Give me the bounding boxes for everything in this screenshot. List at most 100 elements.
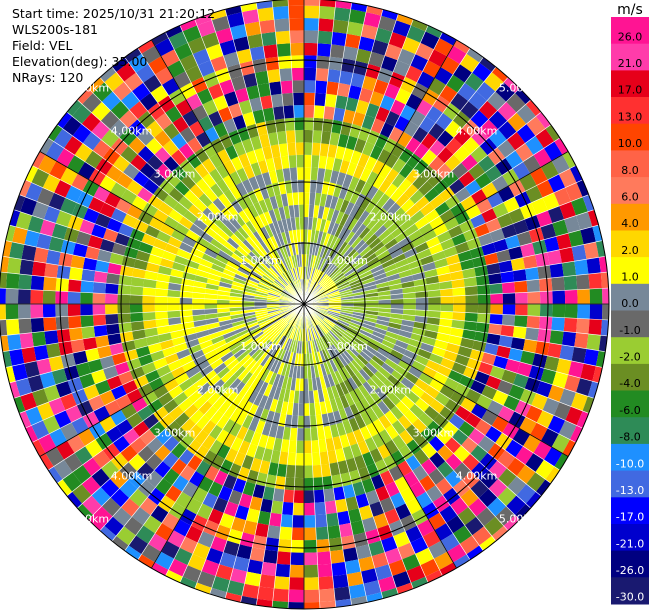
range-gate [310, 167, 319, 181]
range-gate [324, 247, 333, 260]
range-gate [377, 229, 391, 242]
range-gate [564, 304, 578, 319]
range-gate [366, 185, 379, 200]
range-gate [386, 326, 401, 335]
range-gate [498, 121, 517, 140]
range-gate [366, 171, 379, 186]
range-gate [391, 207, 406, 221]
range-gate [378, 15, 397, 32]
range-gate [374, 387, 388, 401]
range-gate [350, 281, 364, 289]
range-gate [322, 279, 333, 289]
range-gate [318, 439, 328, 453]
range-gate [400, 354, 415, 367]
range-gate [525, 185, 543, 203]
range-gate [527, 291, 541, 304]
range-gate [568, 360, 584, 378]
range-gate [304, 67, 317, 81]
range-gate [439, 384, 455, 399]
range-gate [429, 194, 445, 209]
range-gate [319, 244, 327, 258]
range-gate [345, 328, 358, 338]
range-gate [564, 215, 581, 234]
range-gate [356, 242, 369, 255]
range-gate [559, 344, 575, 361]
range-gate [429, 451, 446, 469]
range-gate [450, 327, 464, 338]
range-gate [425, 359, 441, 372]
range-gate [396, 212, 411, 226]
ppi-gates [0, 0, 610, 610]
range-gate [377, 400, 391, 415]
colorbar-tick-label: -6.0 [619, 404, 640, 417]
range-gate [428, 435, 445, 452]
range-gate [336, 279, 349, 288]
range-gate [316, 55, 330, 69]
range-gate [444, 377, 460, 391]
range-gate [309, 314, 317, 327]
range-gate [453, 145, 471, 163]
range-gate [385, 268, 399, 278]
range-gate [574, 259, 589, 276]
range-gate [319, 275, 329, 286]
range-gate [309, 254, 315, 268]
range-gate [510, 337, 526, 351]
range-gate [375, 106, 390, 123]
range-gate [316, 243, 324, 257]
range-gate [415, 42, 434, 61]
range-gate [396, 582, 414, 595]
range-gate [335, 276, 348, 286]
range-gate [344, 201, 355, 216]
range-gate [362, 213, 375, 227]
range-gate [384, 183, 398, 198]
range-gate [580, 226, 596, 245]
range-gate [342, 264, 355, 275]
range-gate [308, 390, 315, 404]
range-gate [377, 193, 391, 208]
range-gate [344, 33, 361, 49]
range-gate [391, 420, 406, 435]
range-gate [439, 280, 453, 290]
range-gate [402, 37, 421, 55]
range-gate [543, 141, 563, 161]
range-gate [439, 85, 458, 103]
range-gate [420, 165, 436, 181]
range-gate [342, 420, 353, 435]
range-gate [326, 360, 335, 374]
range-gate [440, 288, 453, 297]
range-gate [359, 167, 372, 183]
range-gate [462, 453, 480, 472]
range-gate [309, 402, 316, 416]
range-gate [485, 218, 502, 233]
range-gate [358, 505, 374, 521]
range-gate [592, 366, 603, 383]
range-gate [577, 289, 590, 304]
range-gate [387, 243, 401, 255]
range-gate [403, 183, 419, 199]
range-gate [399, 163, 414, 179]
range-gate [366, 592, 383, 603]
range-gate [332, 19, 349, 34]
range-gate [377, 67, 394, 84]
range-gate [327, 331, 338, 343]
range-gate [335, 322, 348, 332]
range-gate [348, 345, 360, 357]
range-gate [353, 60, 369, 76]
range-gate [351, 316, 365, 324]
range-gate [497, 101, 517, 121]
range-gate [350, 319, 364, 327]
range-gate [429, 139, 446, 157]
range-gate [397, 236, 412, 248]
range-gate [543, 447, 563, 467]
range-gate [530, 167, 548, 186]
range-gate [506, 93, 526, 113]
range-gate [349, 278, 362, 287]
range-gate [440, 304, 454, 312]
range-gate [437, 325, 452, 335]
range-gate [325, 437, 335, 452]
range-gate [542, 192, 560, 211]
range-gate [320, 336, 329, 349]
range-gate [403, 409, 419, 425]
range-gate [374, 370, 388, 384]
range-gate [324, 282, 336, 291]
